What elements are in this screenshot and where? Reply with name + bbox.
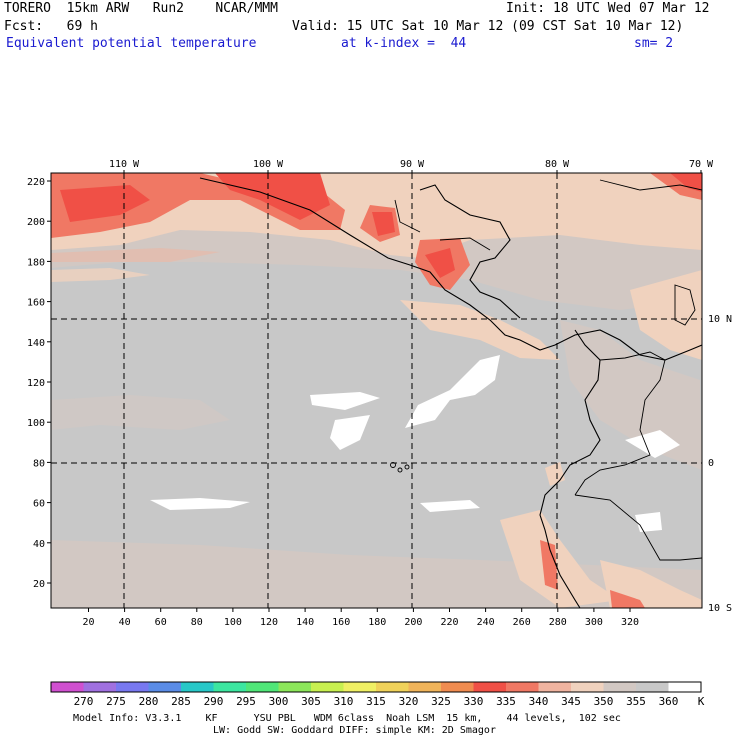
x-tick-label: 180 [368,617,386,628]
lat-label: 10 S [708,603,732,614]
colorbar-swatch [246,682,279,692]
colorbar-swatch [376,682,409,692]
colorbar-level-label: 290 [204,695,224,708]
y-tick-label: 100 [27,418,45,429]
level-label: at k-index = 44 [341,36,467,51]
lat-labels: 10 N 0 10 S [708,314,732,614]
physics-info-line: LW: Godd SW: Goddard DIFF: simple KM: 2D… [213,725,496,736]
y-tick-label: 160 [27,298,45,309]
x-tick-label: 120 [260,617,278,628]
valid-time: Valid: 15 UTC Sat 10 Mar 12 (09 CST Sat … [292,19,684,34]
colorbar-swatch [213,682,247,692]
colorbar-level-label: 320 [399,695,419,708]
y-tick-label: 40 [33,539,45,550]
model-info-line: Model Info: V3.3.1 KF YSU PBL WDM 6class… [73,713,621,724]
colorbar-swatch [636,682,669,692]
smoothing-label: sm= 2 [634,36,674,51]
y-axis: 220 200 180 160 140 120 100 80 60 40 20 [27,177,51,590]
colorbar-swatch [473,682,507,692]
y-tick-label: 140 [27,338,45,349]
lat-label: 0 [708,458,714,469]
colorbar-level-label: 330 [464,695,484,708]
colorbar-swatch [571,682,604,692]
y-tick-label: 220 [27,177,45,188]
colorbar-swatch [116,682,149,692]
colorbar-swatch [603,682,637,692]
x-tick-label: 200 [404,617,422,628]
x-tick-label: 160 [332,617,350,628]
map-frame [50,172,703,609]
y-tick-label: 20 [33,579,45,590]
colorbar-frame [50,681,702,693]
colorbar-swatch [311,682,344,692]
colorbar-level-label: 305 [301,695,321,708]
x-tick-label: 60 [155,617,167,628]
colorbar-level-label: 315 [366,695,386,708]
x-tick-label: 260 [513,617,531,628]
colorbar-swatch [538,682,572,692]
colorbar-level-label: 325 [431,695,451,708]
colorbar-level-label: 295 [236,695,256,708]
colorbar-level-label: 360 [659,695,679,708]
x-tick-label: 280 [549,617,567,628]
colorbar-level-label: 280 [139,695,159,708]
theta-e-field [51,173,702,608]
colorbar-level-label: 285 [171,695,191,708]
colorbar-swatch [506,682,539,692]
colorbar-swatch [181,682,214,692]
colorbar: 270 275 280 285 290 295 300 305 310 315 320 325 330 3… [50,681,702,708]
y-tick-label: 180 [27,257,45,268]
colorbar-level-label: 300 [269,695,289,708]
colorbar-level-label: 310 [334,695,354,708]
graticule [51,173,702,608]
colorbar-level-label: 355 [626,695,646,708]
y-tick-label: 80 [33,458,45,469]
colorbar-swatch [51,682,84,692]
colorbar-unit: K [698,695,705,708]
lon-label: 90 W [400,159,425,170]
colorbar-level-label: 350 [594,695,614,708]
colorbar-swatch [148,682,182,692]
field-name: Equivalent potential temperature [6,36,257,51]
model-title: TORERO 15km ARW Run2 NCAR/MMM [4,1,278,16]
init-time: Init: 18 UTC Wed 07 Mar 12 [506,1,710,16]
y-tick-label: 200 [27,217,45,228]
colorbar-level-label: 335 [496,695,516,708]
lat-label: 10 N [708,314,732,325]
colorbar-level-label: 270 [74,695,94,708]
y-tick-label: 120 [27,378,45,389]
x-tick-label: 300 [585,617,603,628]
x-tick-label: 140 [296,617,314,628]
x-tick-label: 20 [82,617,94,628]
x-axis: 20 40 60 80 100 120 140 160 180 200 220 240 260 280 30… [82,608,639,628]
forecast-hour: Fcst: 69 h [4,19,98,34]
x-tick-label: 320 [621,617,639,628]
lon-label: 110 W [109,159,140,170]
colorbar-swatch [83,682,117,692]
lon-labels: 110 W 100 W 90 W 80 W 70 W [109,159,714,170]
colorbar-swatch [408,682,442,692]
colorbar-level-label: 275 [106,695,126,708]
x-tick-label: 240 [477,617,495,628]
colorbar-swatch [278,682,312,692]
x-tick-label: 40 [119,617,131,628]
colorbar-swatch [668,682,702,692]
colorbar-level-label: 345 [561,695,581,708]
lon-label: 80 W [545,159,570,170]
colorbar-swatch [441,682,474,692]
x-tick-label: 80 [191,617,203,628]
colorbar-level-label: 340 [529,695,549,708]
colorbar-swatch [343,682,377,692]
lon-label: 70 W [689,159,714,170]
y-tick-label: 60 [33,499,45,510]
lon-label: 100 W [253,159,284,170]
x-tick-label: 220 [440,617,458,628]
x-tick-label: 100 [224,617,242,628]
